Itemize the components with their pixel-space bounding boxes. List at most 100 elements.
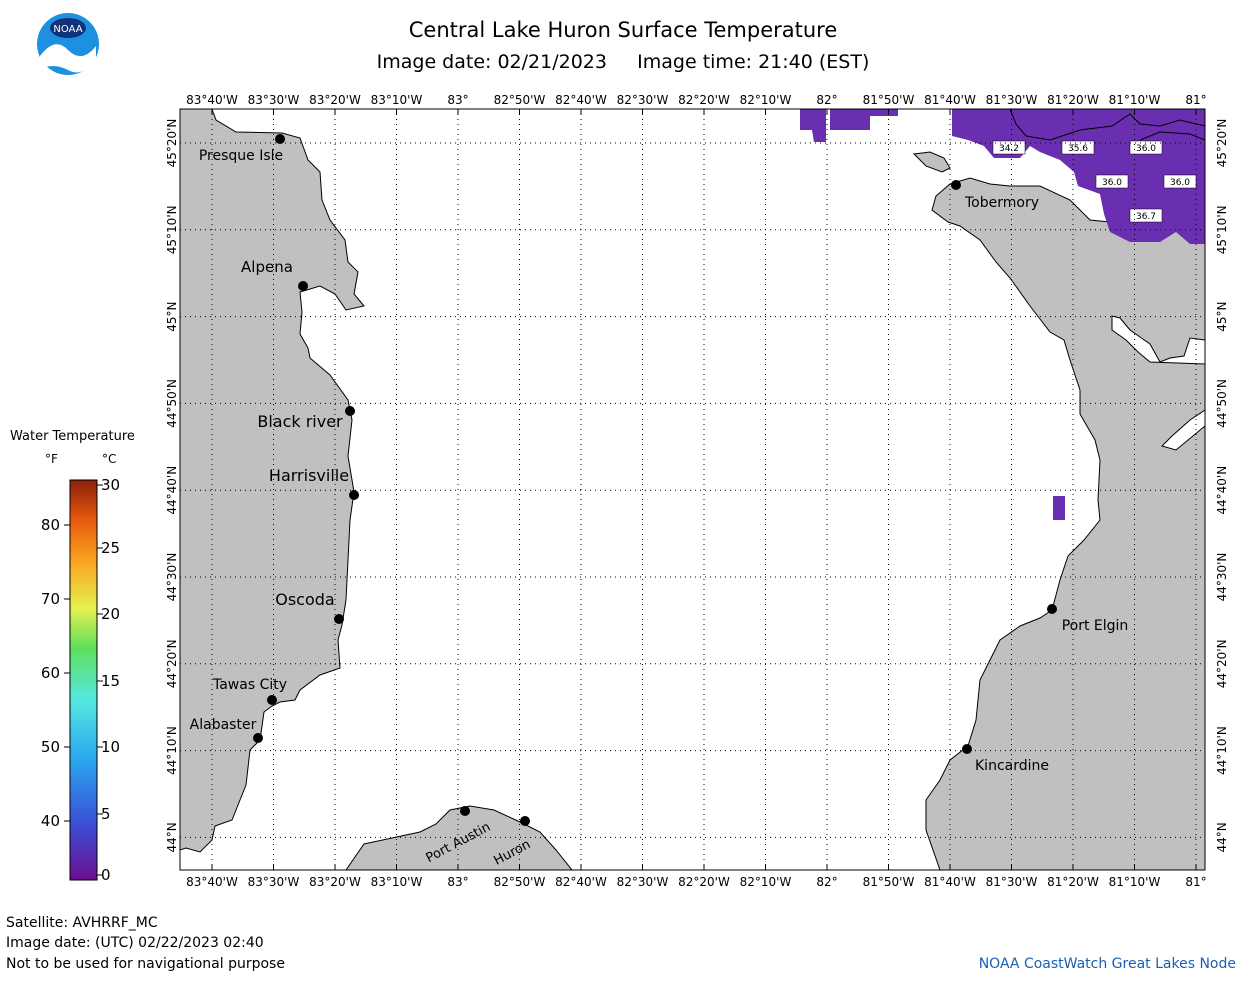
temp-label-box	[1129, 208, 1163, 223]
footer-utc-date: Image date: (UTC) 02/22/2023 02:40	[6, 935, 264, 951]
legend-unit-c: °C	[102, 452, 117, 466]
cold-water-spot	[1053, 496, 1065, 520]
longitude-label: 82°30'W	[617, 875, 669, 889]
city-dot	[345, 406, 355, 416]
longitude-label: 82°40'W	[555, 93, 607, 107]
longitude-label: 81°50'W	[863, 875, 915, 889]
longitude-label: 83°	[447, 875, 468, 889]
map-title: Central Lake Huron Surface Temperature	[408, 18, 838, 42]
city-dot	[298, 281, 308, 291]
temp-label-box	[1061, 140, 1095, 155]
longitude-label: 82°10'W	[740, 875, 792, 889]
longitude-label: 83°40'W	[186, 93, 238, 107]
legend-tick-c: 10	[101, 738, 120, 756]
city-dot	[460, 806, 470, 816]
latitude-label: 45°20'N	[1215, 119, 1229, 168]
latitude-label: 44°30'N	[1215, 553, 1229, 602]
latitude-label: 45°10'N	[165, 205, 179, 254]
noaa-logo-text: NOAA	[53, 24, 82, 35]
longitude-labels-top: 83°40'W 83°30'W 83°20'W 83°10'W 83° 82°50'W 82…	[186, 93, 1207, 114]
longitude-label: 81°30'W	[986, 93, 1038, 107]
longitude-label: 81°10'W	[1109, 93, 1161, 107]
city-label: Harrisville	[269, 466, 349, 485]
longitude-label: 82°	[816, 875, 837, 889]
footer-satellite: Satellite: AVHRRF_MC	[6, 915, 158, 931]
latitude-labels-right: 45°20'N 45°10'N 45°N 44°50'N 44°40'N 44°30'N 4…	[1215, 119, 1229, 853]
temp-label: 35.6	[1068, 144, 1088, 154]
latitude-label: 44°N	[1215, 822, 1229, 852]
city-label: Port Elgin	[1062, 618, 1129, 634]
longitude-label: 81°10'W	[1109, 875, 1161, 889]
latitude-label: 44°50'N	[1215, 379, 1229, 428]
legend-tick-f: 80	[41, 516, 60, 534]
latitude-label: 44°50'N	[165, 379, 179, 428]
longitude-label: 81°	[1185, 875, 1206, 889]
map-area: 34.2 35.6 36.0 36.0 36.0 36.7	[180, 109, 1205, 870]
latitude-label: 45°N	[165, 301, 179, 331]
footer-disclaimer: Not to be used for navigational purpose	[6, 956, 285, 972]
temp-label: 36.7	[1136, 212, 1156, 222]
city-dot	[962, 744, 972, 754]
longitude-label: 81°40'W	[924, 875, 976, 889]
longitude-label: 81°50'W	[863, 93, 915, 107]
temp-label: 34.2	[999, 144, 1019, 154]
temp-labels: 34.2 35.6 36.0 36.0 36.0 36.7	[992, 140, 1197, 223]
latitude-labels-left: 45°20'N 45°10'N 45°N 44°50'N 44°40'N 44°30'N 4…	[165, 119, 179, 853]
latitude-label: 44°40'N	[165, 466, 179, 515]
legend-tick-c: 30	[101, 476, 120, 494]
longitude-label: 83°20'W	[309, 93, 361, 107]
longitude-label: 82°50'W	[494, 875, 546, 889]
legend-tick-c: 25	[101, 539, 120, 557]
longitude-label: 82°	[816, 93, 837, 107]
latitude-label: 44°40'N	[1215, 466, 1229, 515]
city-dot	[520, 816, 530, 826]
island-land	[912, 151, 951, 173]
longitude-label: 82°20'W	[678, 93, 730, 107]
city-dot	[267, 695, 277, 705]
city-label: Alpena	[241, 258, 293, 276]
ontario-land	[925, 177, 1205, 870]
cold-water-region	[830, 109, 898, 130]
city-label: Black river	[257, 412, 343, 431]
legend-colorbar	[69, 479, 98, 881]
longitude-label: 83°10'W	[371, 93, 423, 107]
longitude-label: 83°20'W	[309, 875, 361, 889]
temp-label: 36.0	[1170, 178, 1190, 188]
longitude-label: 83°	[447, 93, 468, 107]
latitude-label: 44°20'N	[1215, 639, 1229, 688]
latitude-label: 45°10'N	[1215, 205, 1229, 254]
city-dot	[253, 733, 263, 743]
footer-credit: NOAA CoastWatch Great Lakes Node	[978, 956, 1236, 972]
temp-label-box	[1095, 174, 1129, 189]
longitude-label: 83°30'W	[248, 875, 300, 889]
latitude-label: 44°20'N	[165, 639, 179, 688]
legend-tick-c: 5	[101, 805, 111, 823]
noaa-logo: NOAA	[37, 13, 99, 75]
latitude-label: 44°N	[165, 822, 179, 852]
longitude-label: 83°10'W	[371, 875, 423, 889]
map-subtitle: Image date: 02/21/2023 Image time: 21:40…	[376, 51, 870, 73]
legend-tick-c: 20	[101, 605, 120, 623]
legend-unit-f: °F	[45, 452, 58, 466]
longitude-label: 82°10'W	[740, 93, 792, 107]
longitude-label: 82°20'W	[678, 875, 730, 889]
city-label: Kincardine	[975, 758, 1049, 774]
longitude-label: 83°40'W	[186, 875, 238, 889]
city-label: Tawas City	[212, 677, 287, 693]
city-label: Tobermory	[964, 195, 1039, 211]
cold-water-region	[800, 109, 826, 142]
city-label: Oscoda	[275, 590, 334, 609]
city-dot	[951, 180, 961, 190]
temp-label-box	[992, 140, 1026, 155]
longitude-label: 81°40'W	[924, 93, 976, 107]
longitude-label: 82°30'W	[617, 93, 669, 107]
city-label: Alabaster	[190, 717, 257, 733]
boundary-line	[1139, 131, 1205, 141]
thumb-land	[345, 805, 573, 870]
latitude-label: 44°30'N	[165, 553, 179, 602]
longitude-labels-bottom: 83°40'W 83°30'W 83°20'W 83°10'W 83° 82°50'W 82…	[186, 865, 1207, 889]
longitude-label: 82°50'W	[494, 93, 546, 107]
city-dot	[1047, 604, 1057, 614]
legend-tick-c: 0	[101, 866, 111, 884]
temp-label: 36.0	[1102, 178, 1122, 188]
